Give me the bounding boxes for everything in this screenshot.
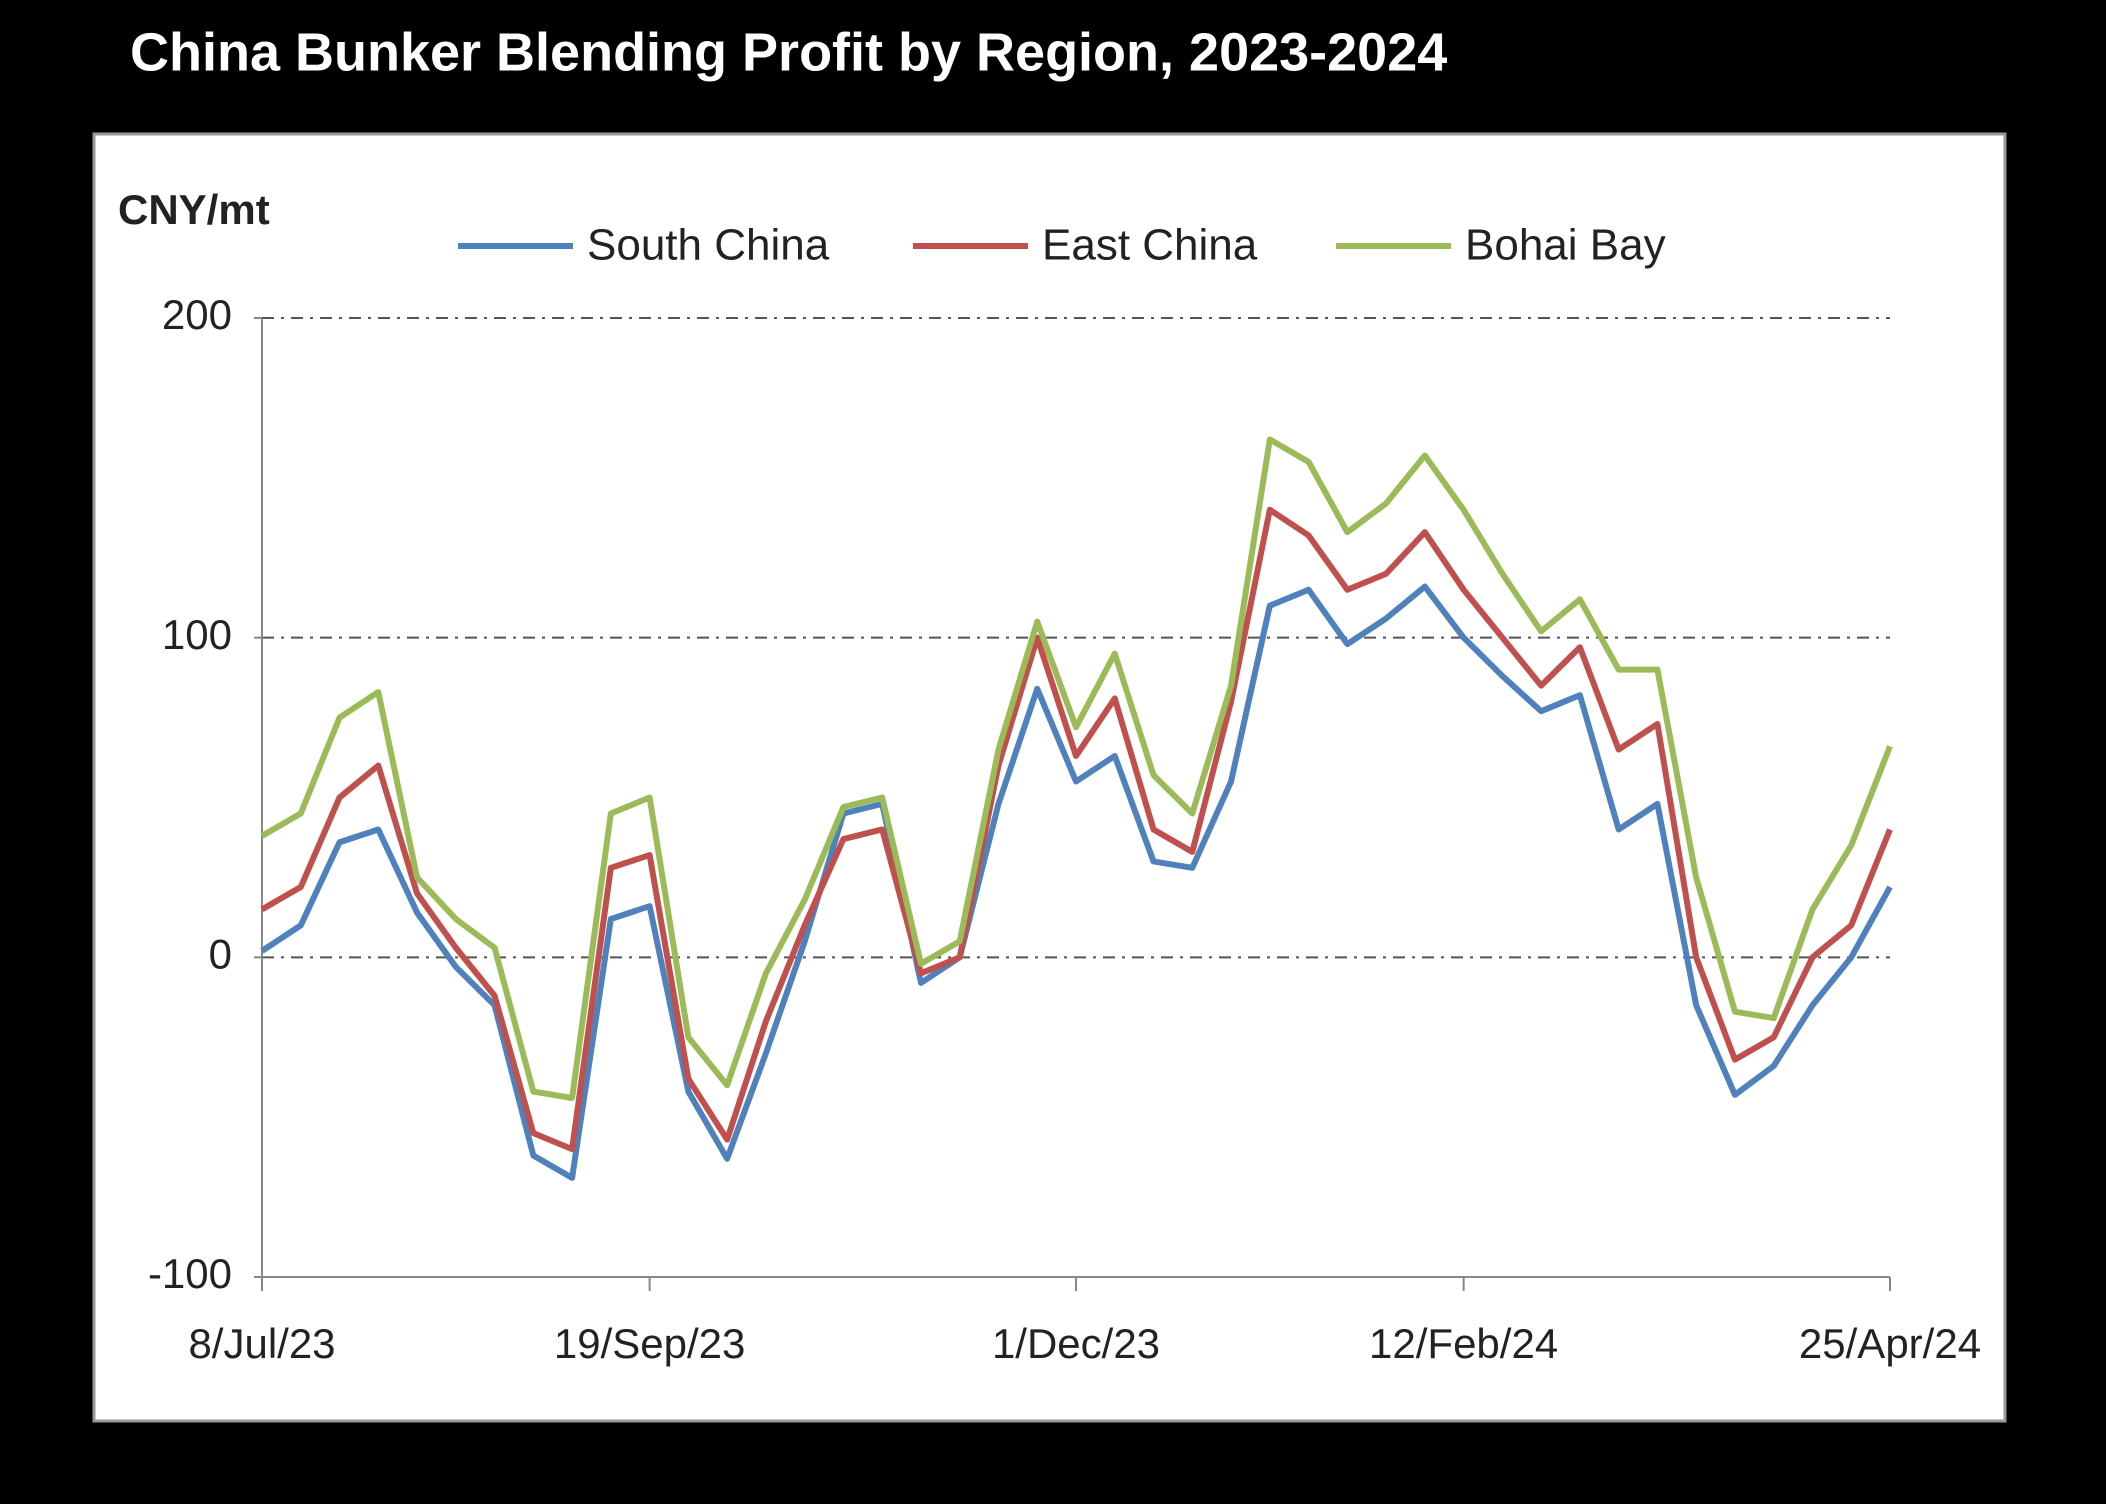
chart-title: China Bunker Blending Profit by Region, … bbox=[130, 22, 1447, 82]
legend-label: East China bbox=[1042, 221, 1258, 270]
x-tick-label: 19/Sep/23 bbox=[554, 1320, 746, 1367]
y-tick-label: 200 bbox=[162, 291, 232, 338]
y-tick-label: -100 bbox=[148, 1250, 232, 1297]
y-tick-label: 100 bbox=[162, 611, 232, 658]
x-tick-label: 1/Dec/23 bbox=[992, 1320, 1160, 1367]
y-tick-label: 0 bbox=[209, 930, 232, 977]
x-tick-label: 25/Apr/24 bbox=[1799, 1320, 1981, 1367]
legend-label: Bohai Bay bbox=[1465, 221, 1666, 270]
plot-panel bbox=[92, 132, 2007, 1423]
y-axis-label: CNY/mt bbox=[118, 186, 270, 233]
legend-label: South China bbox=[587, 221, 830, 270]
x-tick-label: 12/Feb/24 bbox=[1369, 1320, 1558, 1367]
series-line bbox=[260, 506, 1893, 1153]
series-line bbox=[260, 583, 1893, 1181]
series-line bbox=[260, 436, 1893, 1101]
x-tick-label: 8/Jul/23 bbox=[188, 1320, 335, 1367]
